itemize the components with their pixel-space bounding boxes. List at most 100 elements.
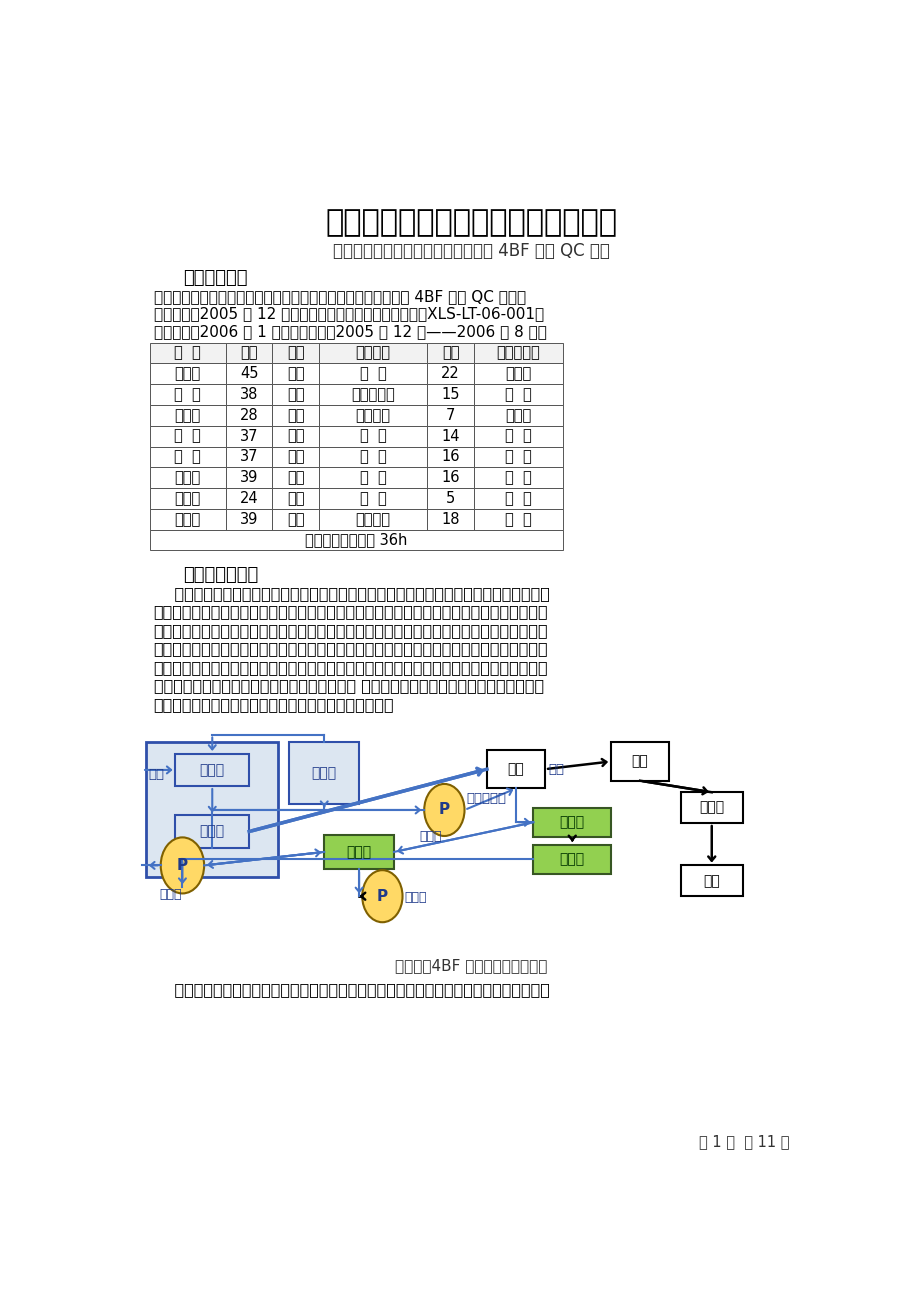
Text: 班  长: 班 长 [359, 491, 386, 506]
Bar [680, 866, 742, 896]
Bar [150, 405, 225, 426]
Bar [426, 488, 473, 509]
Text: 第 1 页  共 11 页: 第 1 页 共 11 页 [698, 1134, 789, 1150]
Ellipse shape [424, 784, 464, 836]
Text: 工龄: 工龄 [441, 345, 459, 361]
Text: 平均接受质量教育 36h: 平均接受质量教育 36h [305, 533, 407, 548]
Ellipse shape [161, 837, 204, 893]
Text: 统计员: 统计员 [505, 408, 531, 423]
Bar [319, 342, 426, 363]
Bar [473, 447, 562, 467]
Text: 注册时间：2006 年 1 月；活动时间：2005 年 12 月——2006 年 8 月。: 注册时间：2006 年 1 月；活动时间：2005 年 12 月——2006 年… [153, 324, 546, 339]
Text: P: P [176, 858, 187, 872]
Text: 王  伟: 王 伟 [175, 428, 201, 444]
Bar [272, 467, 319, 488]
Bar [473, 488, 562, 509]
Text: 7: 7 [446, 408, 455, 423]
Text: 组  员: 组 员 [505, 470, 531, 486]
Bar [486, 750, 545, 789]
Bar [225, 488, 272, 509]
Text: 有存在，一号高炉使用的是拉萨法水渣处理工艺 二、三号高炉使用的老因巴法水渣处理工艺: 有存在，一号高炉使用的是拉萨法水渣处理工艺 二、三号高炉使用的老因巴法水渣处理工… [153, 678, 543, 693]
Text: 循环泵: 循环泵 [419, 831, 441, 844]
Text: 24: 24 [240, 491, 258, 506]
Text: 5: 5 [446, 491, 455, 506]
Bar [473, 405, 562, 426]
Text: 小组内职务: 小组内职务 [496, 345, 539, 361]
Bar [426, 426, 473, 447]
Text: 39: 39 [240, 512, 258, 527]
Bar [225, 342, 272, 363]
Bar [533, 845, 610, 874]
Bar [146, 742, 278, 878]
Bar [272, 363, 319, 384]
Bar [426, 342, 473, 363]
Bar [426, 509, 473, 530]
Bar [272, 342, 319, 363]
Bar [272, 426, 319, 447]
Text: 冷凝泵: 冷凝泵 [403, 892, 426, 905]
Text: 消除宝钢四高炉水渣吹制箱蒸汽返冒: 消除宝钢四高炉水渣吹制箱蒸汽返冒 [325, 208, 617, 237]
Text: 目前炼铁高炉炉渣处理方法只有两种，一种是放干渣，一种是冲水渣，放干渣的经济效益: 目前炼铁高炉炉渣处理方法只有两种，一种是放干渣，一种是冲水渣，放干渣的经济效益 [153, 586, 549, 602]
Text: 卡车: 卡车 [703, 874, 720, 888]
Text: 班  长: 班 长 [359, 470, 386, 486]
Text: 朱解华: 朱解华 [175, 366, 200, 381]
Bar [272, 509, 319, 530]
Text: 很差，所以以冲水渣为主。冲水渣就是用一定压力和流量的水，使液态的熔渣变成均匀的颗粒: 很差，所以以冲水渣为主。冲水渣就是用一定压力和流量的水，使液态的熔渣变成均匀的颗… [153, 604, 548, 620]
Bar [225, 467, 272, 488]
Text: 16: 16 [441, 470, 460, 486]
Bar [533, 807, 610, 837]
Bar [150, 467, 225, 488]
Bar [319, 384, 426, 405]
Bar [272, 488, 319, 509]
Text: 甘秀伟: 甘秀伟 [175, 491, 200, 506]
Text: 成立时间：2005 年 12 月；课题类型：现场型；注册编号：XLS-LT-06-001；: 成立时间：2005 年 12 月；课题类型：现场型；注册编号：XLS-LT-06… [153, 306, 543, 322]
Text: 37: 37 [240, 449, 258, 465]
Bar [225, 509, 272, 530]
Bar [225, 426, 272, 447]
Text: 16: 16 [441, 449, 460, 465]
Text: 四号高炉使用的新因巴法水渣处理工艺。工艺流程如下：: 四号高炉使用的新因巴法水渣处理工艺。工艺流程如下： [153, 697, 394, 712]
Text: 熔渣: 熔渣 [148, 768, 165, 781]
Text: 课题名称：消除宝钢四高炉水渣蒸汽返冒；小组名称：炼铁车间 4BF 水渣 QC 小组；: 课题名称：消除宝钢四高炉水渣蒸汽返冒；小组名称：炼铁车间 4BF 水渣 QC 小… [153, 289, 526, 303]
Text: 一、小组简介: 一、小组简介 [183, 270, 247, 288]
Text: 张  良: 张 良 [175, 449, 201, 465]
Bar [272, 447, 319, 467]
Bar [225, 405, 272, 426]
Text: 技校: 技校 [287, 449, 304, 465]
Text: 成品槽: 成品槽 [698, 801, 723, 815]
Text: 14: 14 [441, 428, 460, 444]
Text: 二、事件背景：: 二、事件背景： [183, 566, 258, 583]
Bar [319, 426, 426, 447]
Bar [272, 405, 319, 426]
Text: 其整个流程是这样的：高炉熔渣与铁水分离后经熔渣沟进入渣水斗，水渣冲制箱喷出高速: 其整个流程是这样的：高炉熔渣与铁水分离后经熔渣沟进入渣水斗，水渣冲制箱喷出高速 [153, 983, 549, 997]
Text: 生产作业长: 生产作业长 [351, 387, 394, 402]
Bar [680, 792, 742, 823]
Text: 技校: 技校 [287, 408, 304, 423]
Bar [225, 447, 272, 467]
Bar [150, 447, 225, 467]
Bar [473, 363, 562, 384]
Bar [426, 405, 473, 426]
Text: 组  长: 组 长 [505, 387, 531, 402]
Bar [319, 488, 426, 509]
Bar [473, 426, 562, 447]
Text: 状水渣。水渣处理工艺有三种：一种是拉萨法，工艺落后，频临淘汰；一种是老因巴法，现在: 状水渣。水渣处理工艺有三种：一种是拉萨法，工艺落后，频临淘汰；一种是老因巴法，现… [153, 622, 548, 638]
Text: P: P [438, 802, 449, 818]
Text: 渣水斗: 渣水斗 [199, 824, 224, 838]
Ellipse shape [362, 870, 403, 922]
Bar [319, 447, 426, 467]
Text: 组  员: 组 员 [505, 512, 531, 527]
Bar [150, 384, 225, 405]
Text: 28: 28 [240, 408, 258, 423]
Text: 热水槽: 热水槽 [559, 853, 584, 866]
Text: 职务职称: 职务职称 [355, 345, 391, 361]
Text: 大专: 大专 [287, 366, 304, 381]
Text: 渣水混合物: 渣水混合物 [466, 792, 505, 805]
Text: 辅导员: 辅导员 [505, 366, 531, 381]
Text: 22: 22 [441, 366, 460, 381]
Bar [289, 742, 358, 803]
Text: 姓  名: 姓 名 [175, 345, 201, 361]
Bar [426, 363, 473, 384]
Bar [473, 342, 562, 363]
Bar [150, 426, 225, 447]
